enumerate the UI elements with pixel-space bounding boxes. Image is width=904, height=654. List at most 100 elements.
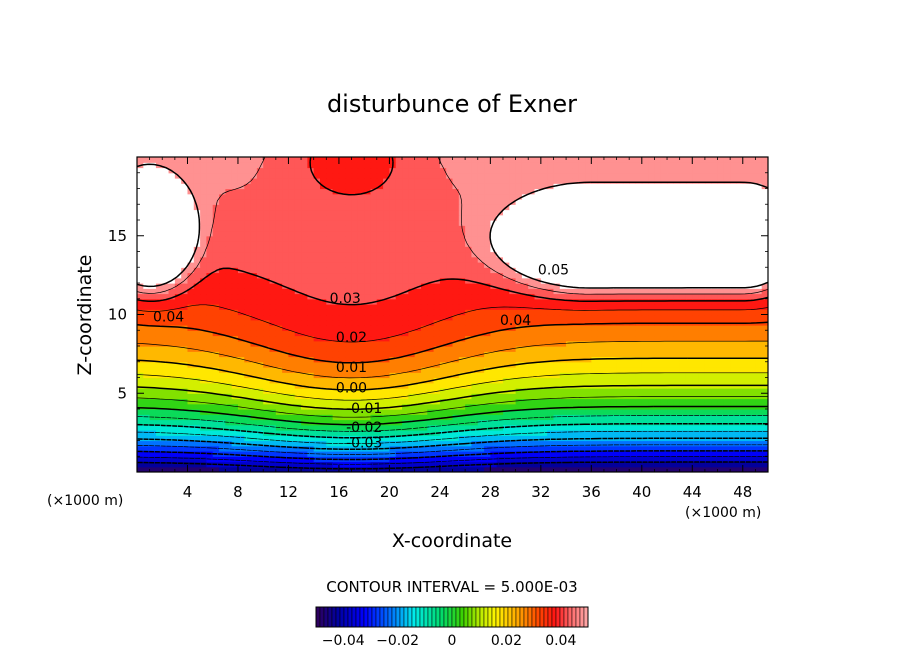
field-cell xyxy=(357,235,365,242)
field-cell xyxy=(648,304,656,310)
field-cell xyxy=(629,466,637,472)
field-cell xyxy=(294,351,302,358)
field-cell xyxy=(288,398,296,405)
field-cell xyxy=(566,277,573,284)
field-cell xyxy=(275,440,283,447)
field-cell xyxy=(212,209,220,216)
field-cell xyxy=(345,209,353,216)
field-cell xyxy=(364,335,372,342)
field-cell xyxy=(212,246,220,253)
field-cell xyxy=(174,388,182,394)
field-cell xyxy=(761,440,768,447)
field-cell xyxy=(679,440,687,447)
field-cell xyxy=(540,277,548,284)
field-cell xyxy=(250,235,258,242)
field-cell xyxy=(389,424,397,431)
field-cell xyxy=(294,435,302,442)
field-cell xyxy=(345,277,353,284)
field-cell xyxy=(566,309,573,316)
field-cell xyxy=(654,461,662,468)
field-cell xyxy=(723,220,731,226)
field-cell xyxy=(515,235,523,242)
field-cell xyxy=(389,246,397,253)
field-cell xyxy=(755,256,763,263)
field-cell xyxy=(692,451,700,457)
field-cell xyxy=(622,356,630,363)
field-cell xyxy=(383,346,390,352)
field-cell xyxy=(313,225,321,232)
field-cell xyxy=(585,440,592,447)
field-cell xyxy=(585,241,592,247)
field-cell xyxy=(364,277,372,284)
field-cell xyxy=(585,451,592,457)
field-cell xyxy=(452,356,460,363)
field-cell xyxy=(206,277,214,284)
field-cell xyxy=(629,225,637,232)
field-cell xyxy=(256,293,264,300)
field-cell xyxy=(326,393,334,400)
field-cell xyxy=(282,298,290,305)
field-cell xyxy=(736,325,744,331)
field-cell xyxy=(408,246,416,253)
field-cell xyxy=(685,367,693,373)
field-cell xyxy=(162,335,170,342)
field-cell xyxy=(446,209,454,216)
field-cell xyxy=(616,325,624,331)
field-cell xyxy=(256,451,264,457)
field-cell xyxy=(521,388,529,394)
field-cell xyxy=(168,340,176,347)
field-cell xyxy=(168,335,176,342)
field-cell xyxy=(559,319,567,326)
field-cell xyxy=(155,367,163,373)
field-cell xyxy=(174,314,182,321)
field-cell xyxy=(288,414,296,421)
field-cell xyxy=(168,466,176,472)
field-cell xyxy=(553,283,561,289)
field-cell xyxy=(603,230,611,237)
field-cell xyxy=(490,419,498,426)
field-cell xyxy=(357,335,365,342)
field-cell xyxy=(275,267,283,274)
field-cell xyxy=(225,230,233,237)
field-cell xyxy=(149,262,157,268)
field-cell xyxy=(566,225,573,232)
field-cell xyxy=(578,241,586,247)
field-cell xyxy=(648,356,656,363)
field-cell xyxy=(319,398,327,405)
field-cell xyxy=(149,235,157,242)
field-cell xyxy=(219,361,226,368)
field-cell xyxy=(471,377,479,384)
field-cell xyxy=(692,246,700,253)
field-cell xyxy=(578,456,586,463)
field-cell xyxy=(667,377,674,384)
field-cell xyxy=(616,351,624,358)
field-cell xyxy=(307,262,315,268)
field-cell xyxy=(294,403,302,410)
field-cell xyxy=(307,377,315,384)
field-cell xyxy=(566,361,573,368)
field-cell xyxy=(301,235,308,242)
field-cell xyxy=(206,241,214,247)
field-cell xyxy=(591,262,599,268)
field-cell xyxy=(648,330,656,337)
field-cell xyxy=(294,319,302,326)
field-cell xyxy=(446,267,454,274)
field-cell xyxy=(319,372,327,379)
field-cell xyxy=(458,351,466,358)
field-cell xyxy=(660,430,668,436)
field-cell xyxy=(711,451,719,457)
field-cell xyxy=(521,209,529,216)
field-cell xyxy=(629,346,637,352)
field-cell xyxy=(256,241,264,247)
field-cell xyxy=(427,372,435,379)
field-cell xyxy=(534,314,542,321)
field-cell xyxy=(597,235,605,242)
field-cell xyxy=(219,440,226,447)
field-cell xyxy=(395,393,403,400)
field-cell xyxy=(648,246,656,253)
field-cell xyxy=(692,225,700,232)
field-cell xyxy=(496,393,504,400)
field-cell xyxy=(225,388,233,394)
field-cell xyxy=(237,409,245,415)
field-cell xyxy=(200,398,208,405)
